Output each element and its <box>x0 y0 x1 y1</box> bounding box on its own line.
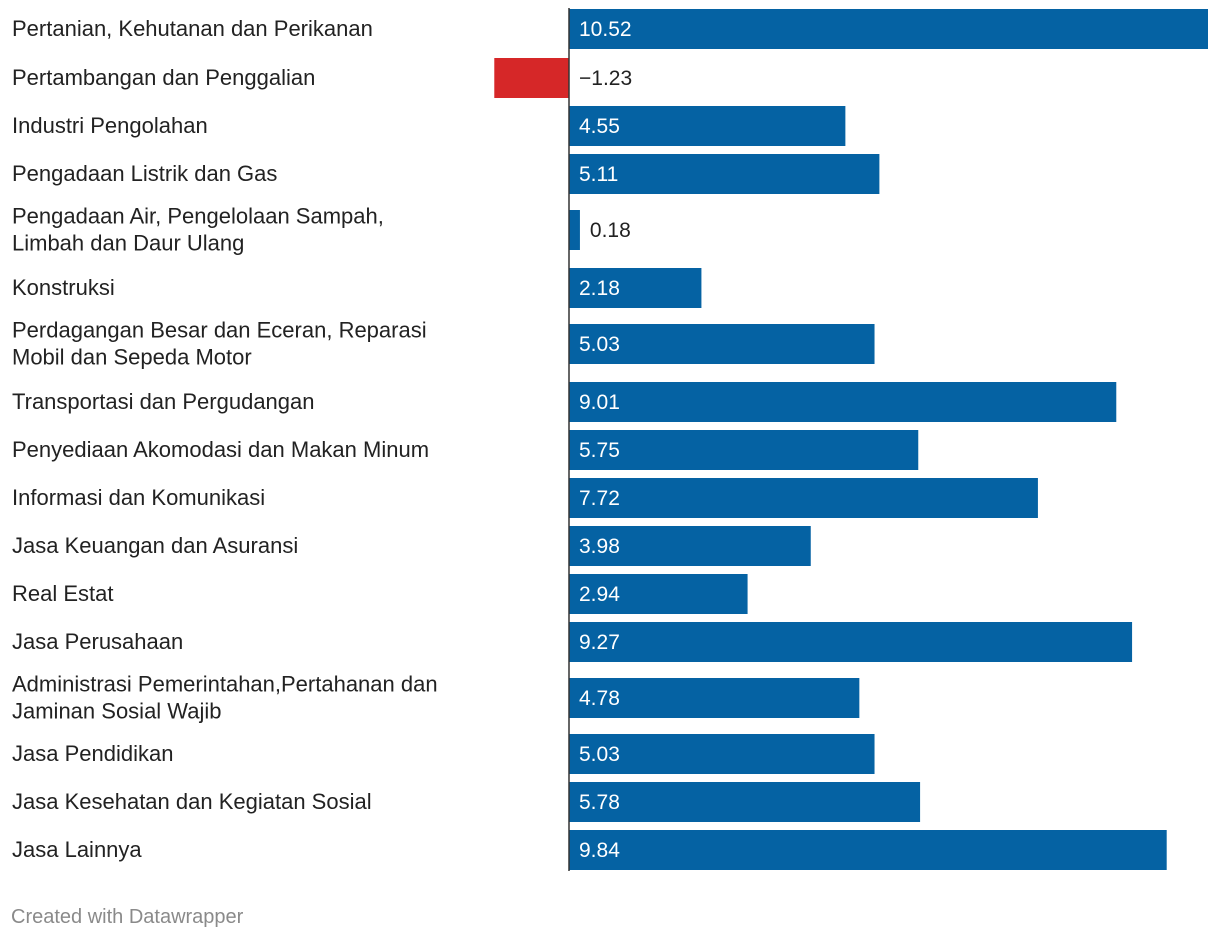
category-label-line: Mobil dan Sepeda Motor <box>12 345 252 370</box>
category-label: Jasa Lainnya <box>12 837 142 862</box>
category-label-line: Jaminan Sosial Wajib <box>12 699 222 724</box>
category-label: Jasa Perusahaan <box>12 629 183 654</box>
bar-positive <box>569 382 1117 422</box>
category-label-line: Jasa Kesehatan dan Kegiatan Sosial <box>12 789 372 814</box>
value-label: 5.75 <box>579 439 620 462</box>
category-label-line: Pengadaan Listrik dan Gas <box>12 161 277 186</box>
category-label-line: Informasi dan Komunikasi <box>12 485 265 510</box>
value-label: 9.84 <box>579 839 620 862</box>
category-label-line: Limbah dan Daur Ulang <box>12 231 244 256</box>
category-label-line: Pengadaan Air, Pengelolaan Sampah, <box>12 204 384 229</box>
datawrapper-credit: Created with Datawrapper <box>11 906 244 928</box>
value-label: 7.72 <box>579 487 620 510</box>
value-label: 0.18 <box>590 219 631 242</box>
category-label-line: Industri Pengolahan <box>12 113 208 138</box>
value-labels: 10.52 −1.23 4.55 5.11 0.18 2.18 5.03 9.01 5.75 7.… <box>579 18 632 862</box>
bar-positive <box>569 678 860 718</box>
bar-positive <box>569 782 921 822</box>
bars <box>494 9 1208 870</box>
bar-positive <box>569 526 811 566</box>
bar-positive <box>569 574 748 614</box>
category-label-line: Transportasi dan Pergudangan <box>12 389 315 414</box>
category-label-line: Jasa Pendidikan <box>12 741 173 766</box>
bar-positive <box>569 734 875 774</box>
bar-positive <box>569 478 1038 518</box>
category-label-line: Jasa Perusahaan <box>12 629 183 654</box>
category-label-line: Pertambangan dan Penggalian <box>12 65 315 90</box>
value-label: 4.55 <box>579 115 620 138</box>
category-label: Pengadaan Listrik dan Gas <box>12 161 277 186</box>
category-label: Penyediaan Akomodasi dan Makan Minum <box>12 437 429 462</box>
category-label-line: Jasa Lainnya <box>12 837 142 862</box>
category-label-line: Pertanian, Kehutanan dan Perikanan <box>12 16 373 41</box>
value-label: 9.01 <box>579 391 620 414</box>
value-label: 5.03 <box>579 743 620 766</box>
category-label: Jasa Kesehatan dan Kegiatan Sosial <box>12 789 372 814</box>
bar-positive <box>569 210 580 250</box>
value-label: 3.98 <box>579 535 620 558</box>
bar-positive <box>569 9 1208 49</box>
bar-negative <box>494 58 569 98</box>
value-label: 5.78 <box>579 791 620 814</box>
bar-positive <box>569 830 1167 870</box>
category-label-line: Perdagangan Besar dan Eceran, Reparasi <box>12 318 427 343</box>
value-label: 10.52 <box>579 18 632 41</box>
bar-positive <box>569 268 702 308</box>
category-label: Perdagangan Besar dan Eceran, Reparasi Mo… <box>12 318 427 370</box>
category-label: Informasi dan Komunikasi <box>12 485 265 510</box>
category-label: Pertambangan dan Penggalian <box>12 65 315 90</box>
value-label: 5.11 <box>579 163 618 186</box>
category-label-line: Jasa Keuangan dan Asuransi <box>12 533 298 558</box>
bar-positive <box>569 430 919 470</box>
category-label: Konstruksi <box>12 275 115 300</box>
category-label-line: Administrasi Pemerintahan,Pertahanan dan <box>12 672 438 697</box>
category-label-line: Konstruksi <box>12 275 115 300</box>
category-label: Pertanian, Kehutanan dan Perikanan <box>12 16 373 41</box>
category-label: Pengadaan Air, Pengelolaan Sampah, Limbah… <box>12 204 384 256</box>
category-labels: Pertanian, Kehutanan dan Perikanan Pertam… <box>12 16 438 862</box>
category-label: Industri Pengolahan <box>12 113 208 138</box>
category-label-line: Penyediaan Akomodasi dan Makan Minum <box>12 437 429 462</box>
category-label-line: Real Estat <box>12 581 114 606</box>
value-label: −1.23 <box>579 67 632 90</box>
category-label: Administrasi Pemerintahan,Pertahanan dan… <box>12 672 438 724</box>
category-label: Transportasi dan Pergudangan <box>12 389 315 414</box>
bar-positive <box>569 154 880 194</box>
bar-positive <box>569 106 846 146</box>
value-label: 2.94 <box>579 583 620 606</box>
value-label: 4.78 <box>579 687 620 710</box>
category-label: Real Estat <box>12 581 114 606</box>
bar-positive <box>569 622 1133 662</box>
bar-positive <box>569 324 875 364</box>
category-label: Jasa Pendidikan <box>12 741 173 766</box>
value-label: 5.03 <box>579 333 620 356</box>
category-label: Jasa Keuangan dan Asuransi <box>12 533 298 558</box>
value-label: 9.27 <box>579 631 620 654</box>
value-label: 2.18 <box>579 277 620 300</box>
